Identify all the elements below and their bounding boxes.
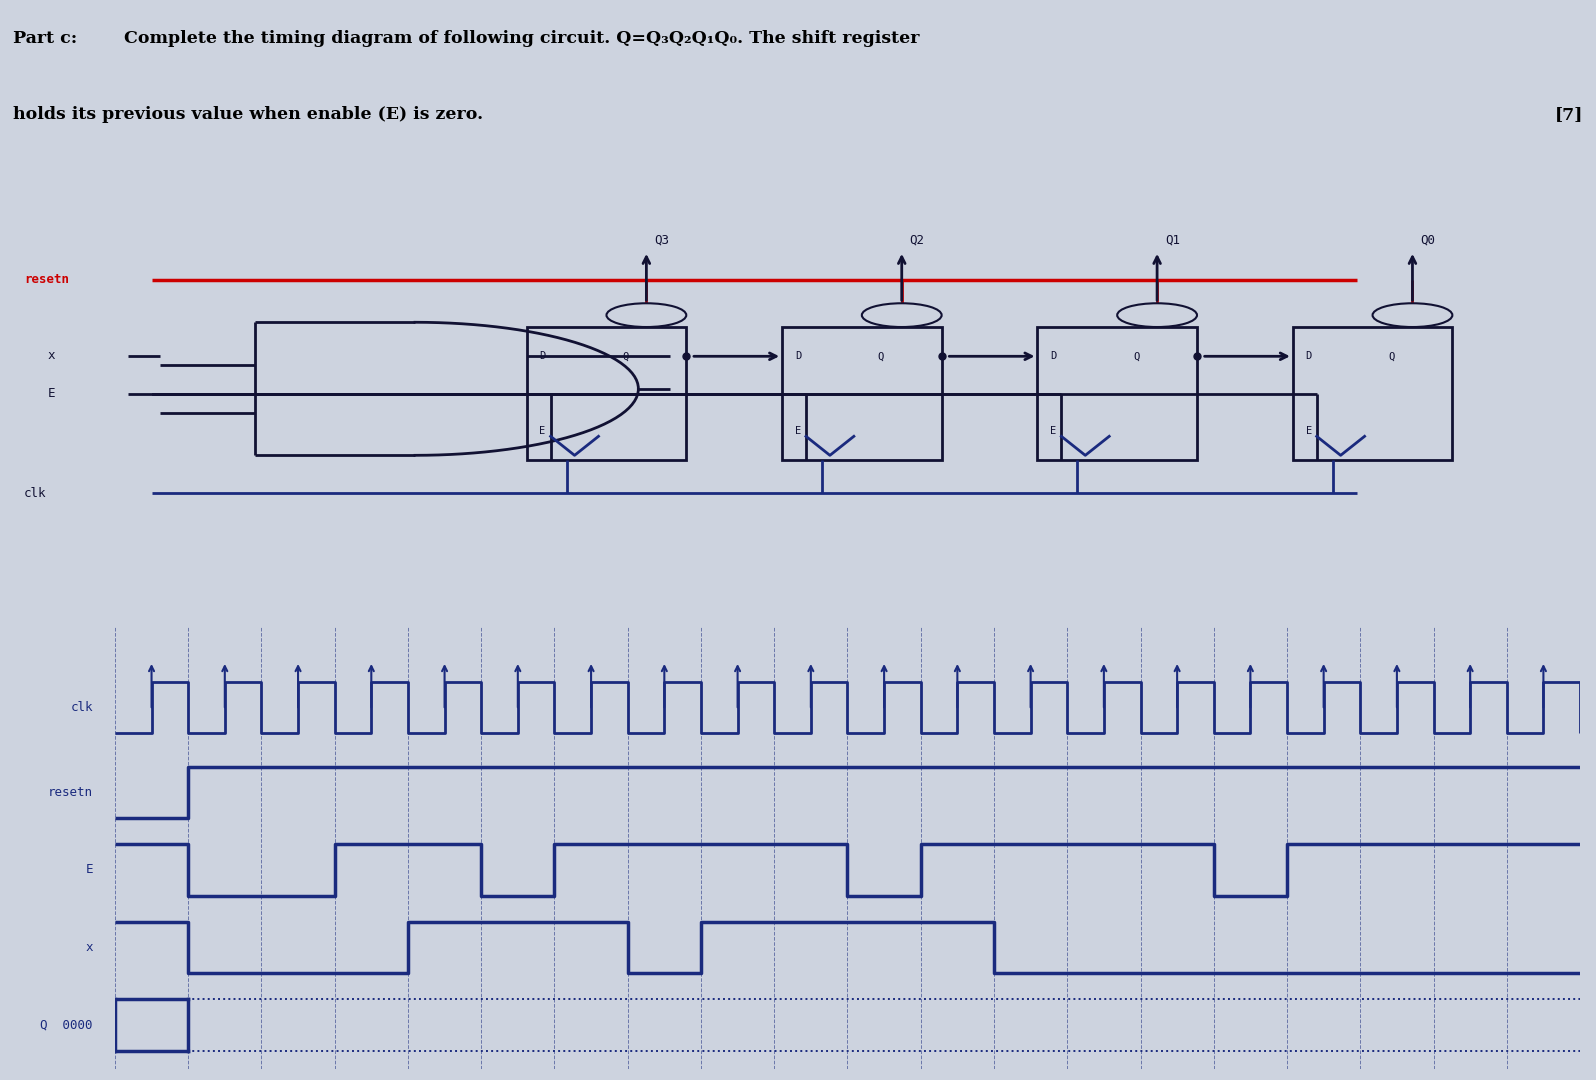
Text: E: E (539, 426, 546, 436)
Bar (1037, 327, 1197, 460)
Text: x: x (86, 941, 93, 954)
Text: Q: Q (878, 351, 884, 362)
Text: clk: clk (24, 487, 46, 500)
Text: D: D (1050, 351, 1057, 362)
Text: [7]: [7] (1555, 106, 1583, 123)
Text: Complete the timing diagram of following circuit. Q=Q₃Q₂Q₁Q₀. The shift register: Complete the timing diagram of following… (124, 30, 919, 48)
Text: Q  0000: Q 0000 (40, 1018, 93, 1031)
Text: D: D (539, 351, 546, 362)
Text: resetn: resetn (48, 786, 93, 799)
Text: E: E (86, 863, 93, 877)
Text: Q: Q (1389, 351, 1395, 362)
Text: D: D (1306, 351, 1312, 362)
Text: Q3: Q3 (654, 233, 669, 246)
Text: E: E (1050, 426, 1057, 436)
Text: Q0: Q0 (1420, 233, 1435, 246)
Text: resetn: resetn (24, 273, 69, 286)
Text: x: x (48, 349, 56, 362)
Text: E: E (48, 387, 56, 400)
Text: E: E (1306, 426, 1312, 436)
Text: Q1: Q1 (1165, 233, 1179, 246)
Text: E: E (795, 426, 801, 436)
Text: holds its previous value when enable (E) is zero.: holds its previous value when enable (E)… (13, 106, 484, 123)
Text: clk: clk (70, 701, 93, 714)
Text: Q2: Q2 (910, 233, 924, 246)
Text: Q: Q (1133, 351, 1140, 362)
Text: Q: Q (622, 351, 629, 362)
Bar (527, 327, 686, 460)
Bar (782, 327, 942, 460)
Text: D: D (795, 351, 801, 362)
Text: Part c:: Part c: (13, 30, 77, 48)
Bar (1293, 327, 1452, 460)
